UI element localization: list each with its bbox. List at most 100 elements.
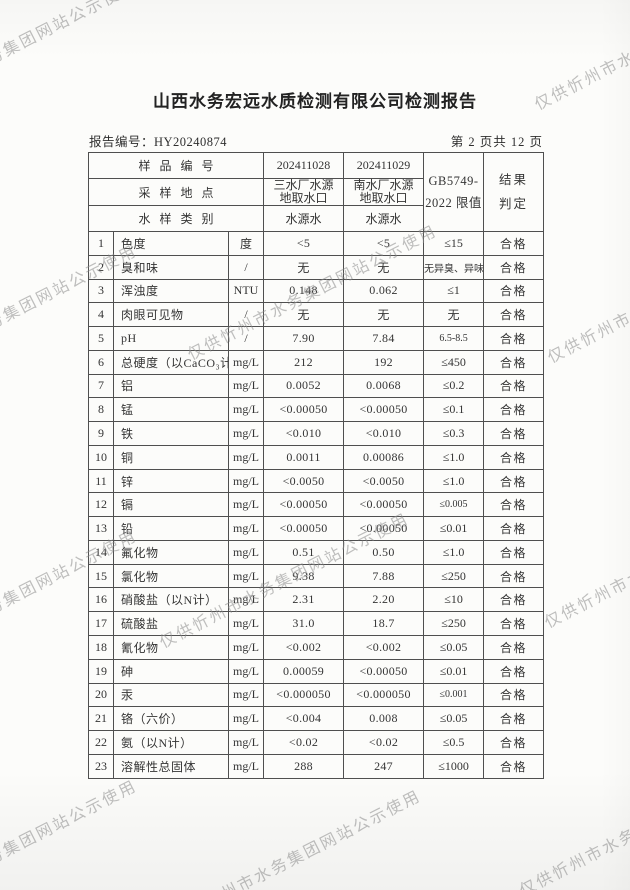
result-judgement: 合格 — [483, 492, 545, 518]
unit: mg/L — [227, 444, 265, 470]
row-index: 7 — [88, 373, 114, 399]
sample-2-category: 水源水 — [343, 205, 425, 232]
parameter-name: 锰 — [113, 397, 229, 423]
table-row: 15 氯化物 mg/L 9.38 7.88 ≤250 合格 — [88, 563, 545, 589]
sample-1-value: 7.90 — [263, 326, 345, 351]
sample-1-value: <0.02 — [263, 730, 345, 755]
sample-2-value: 0.0068 — [343, 373, 425, 399]
unit: mg/L — [227, 349, 265, 375]
unit: mg/L — [227, 516, 265, 541]
result-judgement: 合格 — [483, 421, 545, 446]
page-title: 山西水务宏远水质检测有限公司检测报告 — [153, 92, 477, 112]
sample-2-value: 0.008 — [343, 706, 425, 732]
parameter-name: 镉 — [113, 492, 229, 518]
limit-value: ≤1.0 — [423, 444, 485, 470]
report-meta-line: 报告编号：HY20240874 第 2 页共 12 页 — [89, 131, 543, 150]
table-row: 19 砷 mg/L 0.00059 <0.00050 ≤0.01 合格 — [88, 658, 545, 684]
row-index: 20 — [88, 682, 114, 708]
unit: mg/L — [227, 373, 265, 399]
row-index: 3 — [88, 278, 114, 304]
row-index: 23 — [88, 753, 114, 779]
unit: mg/L — [227, 753, 265, 779]
sample-no-label: 样品编号 — [87, 152, 265, 179]
limit-value: ≤1 — [423, 278, 485, 304]
sample-2-value: <0.02 — [343, 730, 425, 755]
result-judgement: 合格 — [483, 444, 545, 470]
limit-value: ≤0.5 — [423, 730, 485, 755]
sample-1-value: <0.00050 — [263, 397, 345, 423]
limit-value: ≤0.3 — [423, 421, 485, 446]
parameter-name: 氰化物 — [113, 635, 229, 660]
row-index: 21 — [88, 706, 114, 732]
parameter-name: 砷 — [113, 658, 229, 684]
row-index: 8 — [88, 397, 114, 423]
header-row-location: 采样地点 三水厂水源 地取水口 南水厂水源 地取水口 — [87, 178, 544, 206]
standard-limit-label: 2022 限值 — [425, 196, 482, 210]
sample-2-value: 0.50 — [343, 539, 425, 565]
parameter-name: 氨（以N计） — [113, 730, 229, 755]
row-index: 12 — [88, 492, 114, 518]
sample-2-value: <0.010 — [343, 421, 425, 446]
result-judgement: 合格 — [483, 349, 545, 375]
unit: mg/L — [227, 539, 265, 565]
parameter-name: 氯化物 — [113, 563, 229, 589]
limit-value: ≤0.01 — [423, 516, 485, 541]
sample-2-value: <0.00050 — [343, 658, 425, 684]
sample-2-value: <0.000050 — [343, 682, 425, 708]
sample-2-value: 无 — [343, 254, 425, 280]
limit-value: ≤0.05 — [423, 635, 485, 660]
limit-value: ≤250 — [423, 611, 485, 637]
limit-value: ≤0.001 — [423, 682, 485, 708]
table-row: 1 色度度 <5 <5 ≤15 合格 — [88, 231, 545, 256]
result-judgement-header: 结果 判定 — [483, 152, 545, 232]
parameter-name: 总硬度（以CaCO₃计） — [113, 349, 229, 375]
sample-1-value: <0.00050 — [263, 516, 345, 541]
sample-1-value: 212 — [263, 349, 345, 375]
sample-1-location: 三水厂水源 地取水口 — [263, 178, 345, 206]
result-judgement: 合格 — [483, 682, 545, 708]
unit: NTU — [227, 278, 265, 304]
unit: 度 — [227, 231, 265, 256]
row-index: 15 — [88, 563, 114, 589]
parameter-name: pH — [113, 326, 229, 351]
parameter-name: 氟化物 — [113, 539, 229, 565]
table-row: 14 氟化物 mg/L 0.51 0.50 ≤1.0 合格 — [88, 539, 545, 565]
sample-2-value: 0.062 — [343, 278, 425, 304]
result-judgement: 合格 — [483, 468, 545, 494]
limit-value: ≤10 — [423, 587, 485, 613]
sample-2-value: <0.0050 — [343, 468, 425, 494]
table-row: 10 铜 mg/L 0.0011 0.00086 ≤1.0 合格 — [88, 444, 545, 470]
sample-1-value: 9.38 — [263, 563, 345, 589]
page-indicator: 第 2 页共 12 页 — [450, 135, 543, 149]
sample-1-value: <5 — [263, 231, 345, 256]
row-index: 13 — [88, 516, 114, 541]
category-label: 水样类别 — [87, 205, 265, 232]
result-judgement: 合格 — [483, 278, 545, 304]
table-row: 17 硫酸盐 mg/L 31.0 18.7 ≤250 合格 — [88, 611, 545, 637]
parameter-name: 锌 — [113, 468, 229, 494]
sample-1-value: 0.0052 — [263, 373, 345, 399]
result-label-line1: 结果 — [499, 173, 529, 187]
unit: / — [227, 254, 265, 280]
sample-1-number: 202411028 — [263, 152, 345, 179]
result-judgement: 合格 — [483, 373, 545, 399]
sample-1-value: <0.002 — [263, 635, 345, 660]
parameter-name: 铬（六价） — [113, 706, 229, 732]
table-row: 23 溶解性总固体 mg/L 288 247 ≤1000 合格 — [88, 753, 545, 779]
table-row: 3 浑浊度 NTU 0.148 0.062 ≤1 合格 — [88, 278, 545, 304]
table-row: 8 锰 mg/L <0.00050 <0.00050 ≤0.1 合格 — [88, 397, 545, 423]
result-judgement: 合格 — [483, 730, 545, 755]
watermark-text: 仅供忻州市水务集团网站公示使用 — [169, 787, 425, 890]
unit: mg/L — [227, 682, 265, 708]
parameter-name: 溶解性总固体 — [113, 753, 229, 779]
parameter-name: 铁 — [113, 421, 229, 446]
parameter-name: 浑浊度 — [113, 278, 229, 304]
sample-2-number: 202411029 — [343, 152, 425, 179]
test-results-table: 样品编号 202411028 202411029 GB5749- 2022 限值… — [87, 152, 545, 779]
result-judgement: 合格 — [483, 397, 545, 423]
table-row: 21 铬（六价） mg/L <0.004 0.008 ≤0.05 合格 — [88, 706, 545, 732]
table-row: 2 臭和味 / 无无无异臭、异味 合格 — [88, 254, 545, 280]
parameter-name: 臭和味 — [113, 254, 229, 280]
